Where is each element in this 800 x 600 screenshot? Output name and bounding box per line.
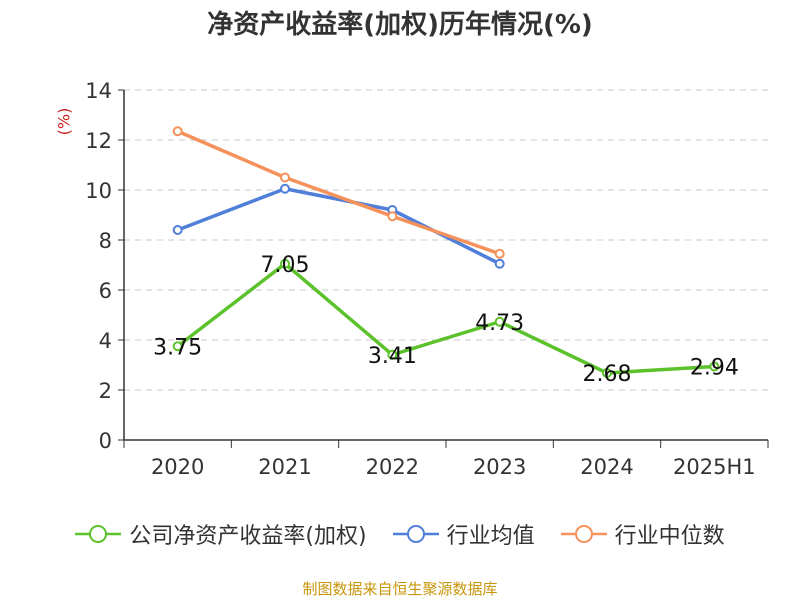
series-point-1: [494, 258, 505, 269]
x-tick-label: 2021: [258, 455, 311, 479]
legend-item-0[interactable]: 公司净资产收益率(加权): [75, 518, 367, 550]
legend-swatch-icon: [75, 525, 122, 543]
series-point-2: [494, 248, 505, 259]
x-tick-label: 2020: [151, 455, 204, 479]
series-line-2: [176, 129, 501, 256]
series-point-1: [280, 183, 290, 194]
grid-lines: [124, 89, 768, 391]
source-note: 制图数据来自恒生聚源数据库: [302, 580, 498, 598]
x-tick-label: 2025H1: [673, 455, 756, 479]
y-tick-label: 6: [99, 279, 112, 303]
data-label: 7.05: [261, 253, 310, 278]
legend-label: 公司净资产收益率(加权): [129, 524, 367, 549]
series-point-0: [280, 258, 290, 269]
legend-item-2[interactable]: 行业中位数: [560, 518, 725, 550]
data-label: 2.68: [583, 362, 632, 387]
legend-swatch-icon: [560, 525, 607, 543]
series-lines: [172, 126, 720, 378]
legend-swatch-icon: [392, 525, 439, 543]
series-point-0: [494, 316, 505, 327]
y-tick-label: 4: [99, 329, 112, 353]
series-line-1: [177, 187, 501, 266]
series-point-1: [172, 225, 183, 235]
legend-label: 行业均值: [446, 524, 535, 549]
chart-title: 净资产收益率(加权)历年情况(%): [207, 10, 593, 40]
series-point-2: [387, 211, 398, 222]
y-tick-label: 2: [99, 379, 112, 403]
y-tick-label: 14: [85, 79, 112, 103]
x-tick-label: 2024: [580, 455, 633, 479]
series-point-0: [709, 361, 720, 372]
data-label: 2.94: [690, 356, 739, 381]
data-label: 3.41: [368, 344, 417, 369]
axes: 0 2 4 6 8 10 12 14 2020 2021 2022 2023 2024 2025H1: [85, 79, 769, 479]
y-tick-label: 0: [99, 429, 112, 453]
data-label: 3.75: [153, 335, 202, 360]
y-tick-label: 10: [85, 179, 112, 203]
data-label: 4.73: [475, 311, 524, 336]
x-tick-label: 2022: [366, 455, 419, 479]
legend-item-1[interactable]: 行业均值: [392, 518, 535, 550]
y-tick-label: 8: [99, 229, 112, 253]
series-point-0: [172, 341, 183, 352]
legend-label: 行业中位数: [614, 524, 725, 549]
series-point-2: [280, 172, 290, 183]
x-tick-label: 2023: [473, 455, 526, 479]
legend: 公司净资产收益率(加权) 行业均值 行业中位数: [0, 518, 800, 550]
series-point-0: [602, 368, 612, 378]
series-point-0: [387, 349, 398, 360]
y-tick-label: 12: [85, 129, 112, 153]
series-point-2: [172, 126, 183, 137]
series-line-0: [176, 262, 715, 375]
data-labels: 3.75 7.05 3.41 4.73 2.68 2.94: [153, 253, 739, 387]
